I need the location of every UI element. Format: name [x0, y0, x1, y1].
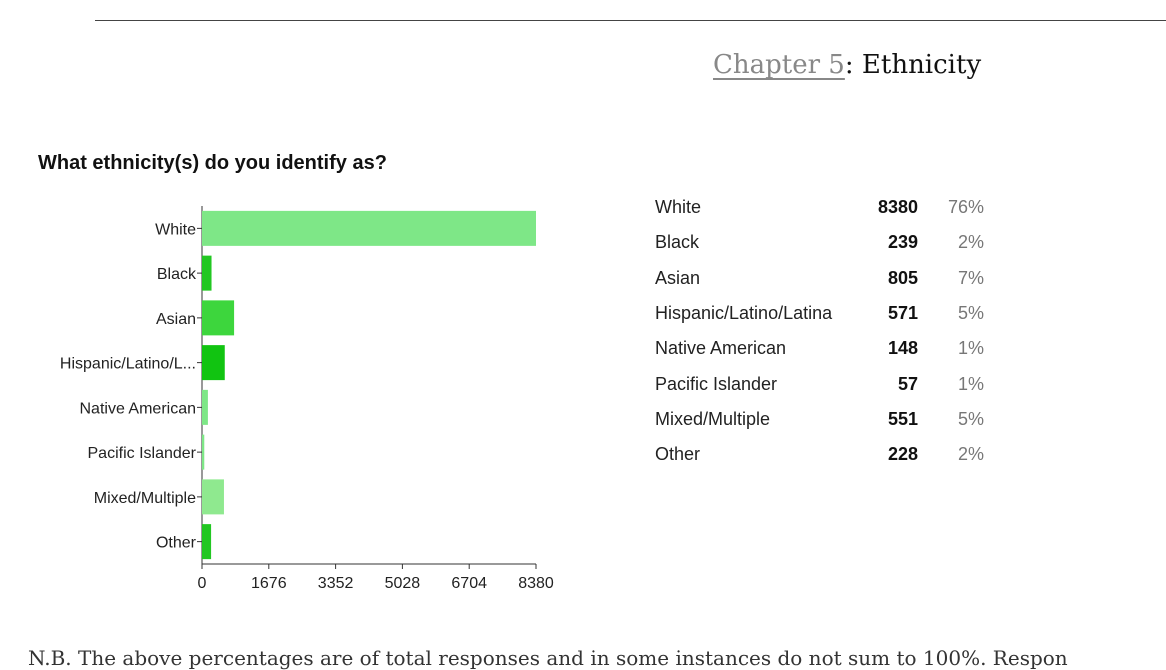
- summary-label: White: [655, 197, 702, 218]
- y-tick-label: Mixed/Multiple: [94, 490, 196, 507]
- summary-label: Pacific Islander: [655, 373, 778, 394]
- y-tick-label: Hispanic/Latino/L...: [60, 356, 196, 373]
- summary-percent: 2%: [957, 232, 984, 253]
- summary-row: Mixed/Multiple 551 5%: [655, 402, 984, 437]
- bar: [202, 479, 224, 515]
- y-tick-label: Asian: [156, 311, 196, 328]
- x-tick-label: 8380: [518, 575, 554, 592]
- y-tick-label: Other: [156, 535, 197, 552]
- x-tick-label: 0: [198, 575, 207, 592]
- y-tick-label: White: [155, 221, 196, 238]
- summary-row: Asian 805 7%: [655, 261, 984, 296]
- top-divider: [95, 20, 1166, 21]
- bar: [202, 345, 225, 381]
- x-tick-label: 5028: [385, 575, 421, 592]
- summary-count: 57: [897, 373, 918, 394]
- bar: [202, 300, 235, 336]
- summary-label: Hispanic/Latino/Latina: [655, 303, 833, 324]
- summary-row: Black 239 2%: [655, 225, 984, 260]
- summary-count: 8380: [877, 197, 918, 218]
- ethnicity-bar-chart: White Black Asian Hispanic/Latino/L... Nativ…: [60, 206, 554, 592]
- summary-count: 805: [887, 267, 918, 288]
- footnote: N.B. The above percentages are of total …: [28, 646, 1068, 670]
- summary-label: Native American: [655, 338, 787, 359]
- summary-percent: 1%: [957, 373, 984, 394]
- chapter-separator: :: [844, 50, 862, 80]
- x-tick-label: 6704: [451, 575, 487, 592]
- bar: [202, 434, 205, 470]
- summary-percent: 5%: [957, 408, 984, 429]
- summary-row: Pacific Islander 57 1%: [655, 366, 984, 401]
- summary-table-body: White 8380 76% Black 239 2% Asian 805 7% Hispanic…: [655, 190, 984, 472]
- chapter-heading: Chapter 5: Ethnicity: [713, 50, 981, 80]
- x-tick-label: 1676: [251, 575, 287, 592]
- chapter-link[interactable]: Chapter 5: [713, 50, 845, 80]
- chart-title: What ethnicity(s) do you identify as?: [38, 152, 387, 174]
- y-tick-label: Pacific Islander: [88, 445, 197, 462]
- summary-label: Other: [655, 444, 701, 465]
- summary-label: Black: [655, 232, 700, 253]
- summary-percent: 7%: [957, 267, 984, 288]
- summary-row: Hispanic/Latino/Latina 571 5%: [655, 296, 984, 331]
- y-tick-label: Black: [157, 266, 197, 283]
- summary-row: Native American 148 1%: [655, 331, 984, 366]
- summary-percent: 2%: [957, 444, 984, 465]
- y-tick-label: Native American: [80, 400, 197, 417]
- bar: [202, 524, 212, 560]
- summary-percent: 5%: [957, 303, 984, 324]
- summary-percent: 76%: [947, 197, 984, 218]
- bar: [202, 255, 212, 291]
- summary-count: 228: [887, 444, 918, 465]
- summary-percent: 1%: [957, 338, 984, 359]
- summary-count: 239: [887, 232, 918, 253]
- bar: [202, 389, 208, 425]
- summary-row: Other 228 2%: [655, 437, 984, 472]
- ethnicity-summary-table: White 8380 76% Black 239 2% Asian 805 7% Hispanic…: [655, 190, 984, 472]
- summary-row: White 8380 76%: [655, 190, 984, 225]
- summary-count: 571: [887, 303, 918, 324]
- bar: [202, 210, 536, 246]
- chapter-title: Ethnicity: [861, 50, 982, 80]
- x-tick-label: 3352: [318, 575, 354, 592]
- summary-count: 148: [887, 338, 918, 359]
- summary-count: 551: [887, 408, 918, 429]
- summary-label: Mixed/Multiple: [655, 408, 771, 429]
- summary-label: Asian: [655, 267, 701, 288]
